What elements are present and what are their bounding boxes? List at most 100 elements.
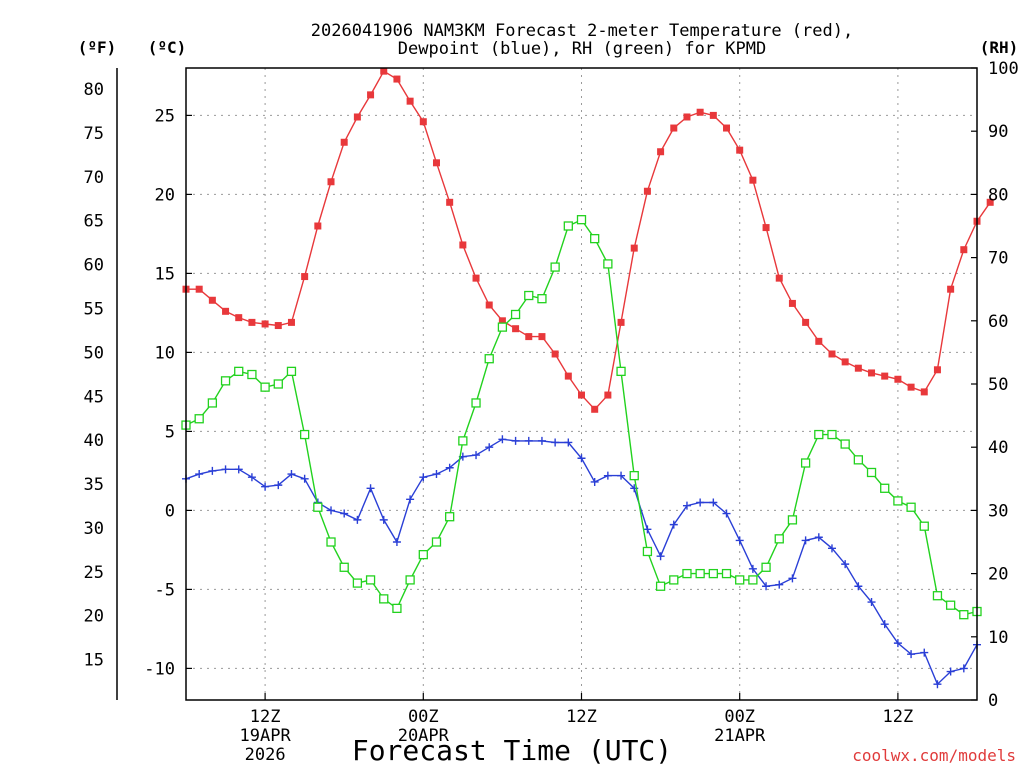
temperature-point — [643, 187, 651, 195]
rh-tick-label: 80 — [988, 185, 1008, 205]
temperature-point — [907, 383, 915, 391]
temperature-point — [788, 299, 796, 307]
rh-point — [853, 455, 863, 465]
dewpoint-point — [682, 501, 691, 510]
dewpoint-point — [827, 544, 836, 553]
rh-point — [550, 262, 560, 272]
dewpoint-point — [300, 474, 309, 483]
temperature-point — [683, 113, 691, 121]
rh-point — [590, 233, 600, 244]
fahrenheit-tick-label: 45 — [84, 387, 104, 407]
temperature-point — [736, 146, 744, 154]
dewpoint-point — [722, 509, 731, 518]
temperature-point — [327, 178, 335, 186]
temperature-point — [841, 358, 849, 366]
rh-point — [273, 379, 283, 389]
rh-point — [932, 591, 943, 601]
dewpoint-point — [432, 470, 441, 479]
temperature-point — [802, 318, 810, 326]
temperature-point — [393, 75, 401, 83]
rh-tick-label: 70 — [988, 249, 1008, 269]
rh-tick-label: 40 — [988, 438, 1008, 458]
rh-point — [405, 575, 415, 585]
dewpoint-point — [959, 664, 968, 673]
rh-point — [840, 439, 850, 449]
dewpoint-point — [524, 436, 533, 445]
rh-point — [880, 483, 890, 493]
temperature-point — [854, 364, 862, 372]
rh-point — [945, 600, 956, 610]
dewpoint-point — [920, 648, 929, 657]
time-tick-label: 12Z — [250, 707, 281, 727]
grid-lines — [186, 68, 977, 700]
dewpoint-point — [485, 443, 494, 452]
temperature-point — [459, 241, 467, 249]
fahrenheit-tick-label: 75 — [84, 124, 104, 144]
series-layer — [181, 67, 994, 689]
temperature-point — [815, 337, 823, 345]
rh-point — [800, 458, 811, 468]
fahrenheit-tick-label: 20 — [84, 607, 104, 627]
time-tick-label: 12Z — [566, 707, 597, 727]
rh-tick-label: 30 — [988, 501, 1008, 521]
dewpoint-point — [814, 533, 823, 542]
rh-tick-label: 60 — [988, 312, 1008, 332]
year-label: 2026 — [245, 745, 286, 765]
temperature-point — [485, 301, 493, 309]
rh-point — [286, 366, 297, 377]
rh-point — [220, 376, 231, 386]
chart-title-line2: Dewpoint (blue), RH (green) for KPMD — [398, 39, 766, 59]
temperature-point — [933, 366, 941, 374]
dewpoint-point — [208, 466, 217, 475]
rh-point — [735, 575, 745, 585]
temperature-point — [670, 124, 678, 132]
rh-point — [313, 502, 323, 512]
rh-point — [669, 575, 679, 585]
dewpoint-point — [867, 598, 876, 607]
temperature-point — [894, 375, 902, 383]
temperature-point — [274, 322, 282, 330]
fahrenheit-tick-label: 70 — [84, 168, 104, 188]
dewpoint-point — [946, 667, 955, 676]
fahrenheit-tick-label: 50 — [84, 343, 104, 363]
rh-point — [497, 322, 508, 332]
temperature-point — [696, 108, 704, 116]
rh-point — [471, 398, 481, 408]
temperature-point — [261, 320, 269, 328]
rh-point — [893, 496, 903, 506]
dewpoint-point — [551, 438, 560, 447]
dewpoint-point — [643, 525, 652, 534]
rh-point — [919, 521, 929, 531]
temperature-point — [617, 318, 625, 326]
chart-title-line1: 2026041906 NAM3KM Forecast 2-meter Tempe… — [311, 21, 853, 41]
temperature-point — [868, 369, 876, 377]
temperature-point — [419, 118, 427, 126]
rh-point — [365, 575, 376, 585]
celsius-tick-label: -5 — [155, 580, 175, 600]
rh-point — [814, 429, 824, 440]
rh-point — [418, 549, 428, 560]
temperature-point — [301, 273, 309, 281]
celsius-tick-label: 5 — [165, 422, 175, 442]
temperature-point — [881, 372, 889, 380]
rh-point — [260, 382, 270, 392]
rh-point — [576, 215, 587, 225]
dewpoint-point — [893, 639, 902, 648]
rh-point — [655, 581, 666, 591]
temperature-point — [222, 307, 230, 315]
fahrenheit-unit-label: (ºF) — [78, 38, 117, 57]
dewpoint-point — [788, 574, 797, 583]
temperature-point — [248, 318, 256, 326]
rh-point — [524, 290, 534, 301]
rh-unit-label: (RH) — [980, 38, 1019, 57]
dewpoint-point — [669, 520, 678, 529]
dewpoint-point — [379, 515, 388, 524]
rh-point — [510, 309, 521, 320]
dewpoint-point — [762, 582, 771, 591]
dewpoint-point — [327, 506, 336, 515]
rh-point — [234, 366, 244, 377]
date-label: 19APR — [240, 726, 292, 746]
dewpoint-point — [274, 481, 283, 490]
